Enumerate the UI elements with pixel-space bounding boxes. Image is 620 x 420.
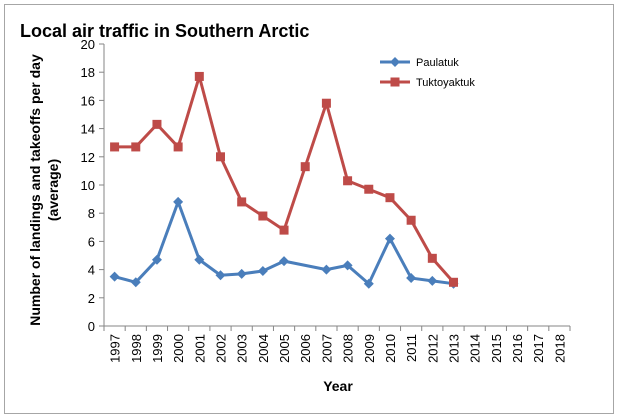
- x-tick-label: 2011: [404, 334, 419, 362]
- series-paulatuk: [109, 196, 459, 289]
- data-point: [406, 273, 417, 284]
- x-tick-label: 2009: [362, 334, 377, 363]
- series-line: [114, 74, 455, 284]
- data-point: [385, 193, 395, 203]
- data-point: [321, 98, 331, 108]
- y-tick-label: 18: [81, 65, 95, 80]
- data-point: [215, 270, 226, 281]
- chart-title: Local air traffic in Southern Arctic: [20, 21, 309, 41]
- x-tick-label: 2005: [277, 334, 292, 363]
- data-point: [194, 71, 204, 81]
- data-point: [216, 152, 225, 162]
- data-point: [279, 225, 289, 235]
- chart-frame: [4, 4, 614, 414]
- x-tick-label: 2013: [447, 334, 462, 363]
- series-tuktoyaktuk: [110, 71, 458, 287]
- data-point: [300, 162, 310, 172]
- y-tick-label: 16: [81, 93, 95, 108]
- data-point: [427, 275, 438, 286]
- x-tick-label: 2016: [510, 334, 525, 363]
- y-axis-title-line-2: (average): [45, 159, 61, 221]
- legend-label: Paulatuk: [416, 57, 459, 69]
- data-point: [343, 176, 353, 186]
- y-tick-label: 2: [88, 291, 95, 306]
- x-tick-label: 2012: [425, 334, 440, 363]
- data-point: [427, 253, 437, 263]
- y-tick-label: 12: [81, 150, 95, 165]
- x-tick-label: 1999: [150, 334, 165, 363]
- data-point: [279, 256, 290, 267]
- data-point: [194, 254, 205, 265]
- data-point: [406, 215, 416, 225]
- y-tick-label: 20: [81, 37, 95, 52]
- y-tick-label: 4: [88, 263, 95, 278]
- data-point: [449, 277, 458, 287]
- series-line: [114, 200, 454, 286]
- x-tick-label: 2000: [171, 334, 186, 363]
- x-tick-label: 2008: [341, 334, 356, 363]
- data-point: [342, 260, 353, 271]
- x-tick-label: 2018: [552, 334, 567, 363]
- y-tick-label: 8: [88, 206, 95, 221]
- legend-entry: Tuktoyaktuk: [380, 77, 475, 89]
- data-point: [321, 264, 332, 275]
- data-point: [236, 268, 247, 279]
- legend-marker: [390, 77, 400, 87]
- x-tick-label: 2003: [235, 334, 250, 363]
- x-tick-label: 2004: [256, 334, 271, 363]
- x-tick-label: 2014: [468, 334, 483, 363]
- axes: 0 2 4 6 8 10 12 14 16 18 20 1997 1998 1999 2000 2001 200…: [81, 37, 571, 363]
- y-tick-label: 0: [88, 319, 95, 334]
- legend: Paulatuk Tuktoyaktuk: [380, 57, 475, 89]
- x-tick-label: 2010: [383, 334, 398, 363]
- x-tick-label: 2006: [298, 334, 313, 363]
- data-point: [363, 278, 374, 289]
- y-tick-label: 10: [81, 178, 95, 193]
- x-axis-title: Year: [323, 378, 353, 394]
- x-tick-label: 2007: [319, 334, 334, 363]
- data-point: [152, 119, 162, 129]
- x-tick-label: 2017: [531, 334, 546, 363]
- data-point: [237, 197, 247, 207]
- data-point: [110, 142, 120, 152]
- data-point: [131, 142, 141, 152]
- y-tick-label: 14: [81, 122, 95, 137]
- data-point: [364, 184, 374, 194]
- x-tick-label: 2002: [214, 334, 229, 363]
- y-axis-title: Number of landings and takeoffs per day …: [27, 54, 61, 326]
- data-point: [258, 211, 268, 221]
- x-tick-label: 1997: [108, 334, 123, 363]
- data-point: [384, 233, 395, 244]
- data-point: [130, 277, 141, 288]
- y-tick-label: 6: [88, 234, 95, 249]
- data-point: [173, 196, 184, 207]
- y-axis-title-line-1: Number of landings and takeoffs per day: [27, 54, 43, 326]
- x-tick-label: 2015: [489, 334, 504, 363]
- data-point: [257, 266, 268, 277]
- data-point: [173, 142, 183, 152]
- legend-label: Tuktoyaktuk: [416, 77, 475, 89]
- data-point: [109, 271, 120, 282]
- legend-marker: [390, 57, 400, 67]
- x-tick-label: 2001: [192, 334, 207, 363]
- legend-entry: Paulatuk: [380, 57, 459, 69]
- data-point: [151, 254, 162, 265]
- series-layer: [109, 71, 459, 289]
- x-tick-label: 1998: [129, 334, 144, 363]
